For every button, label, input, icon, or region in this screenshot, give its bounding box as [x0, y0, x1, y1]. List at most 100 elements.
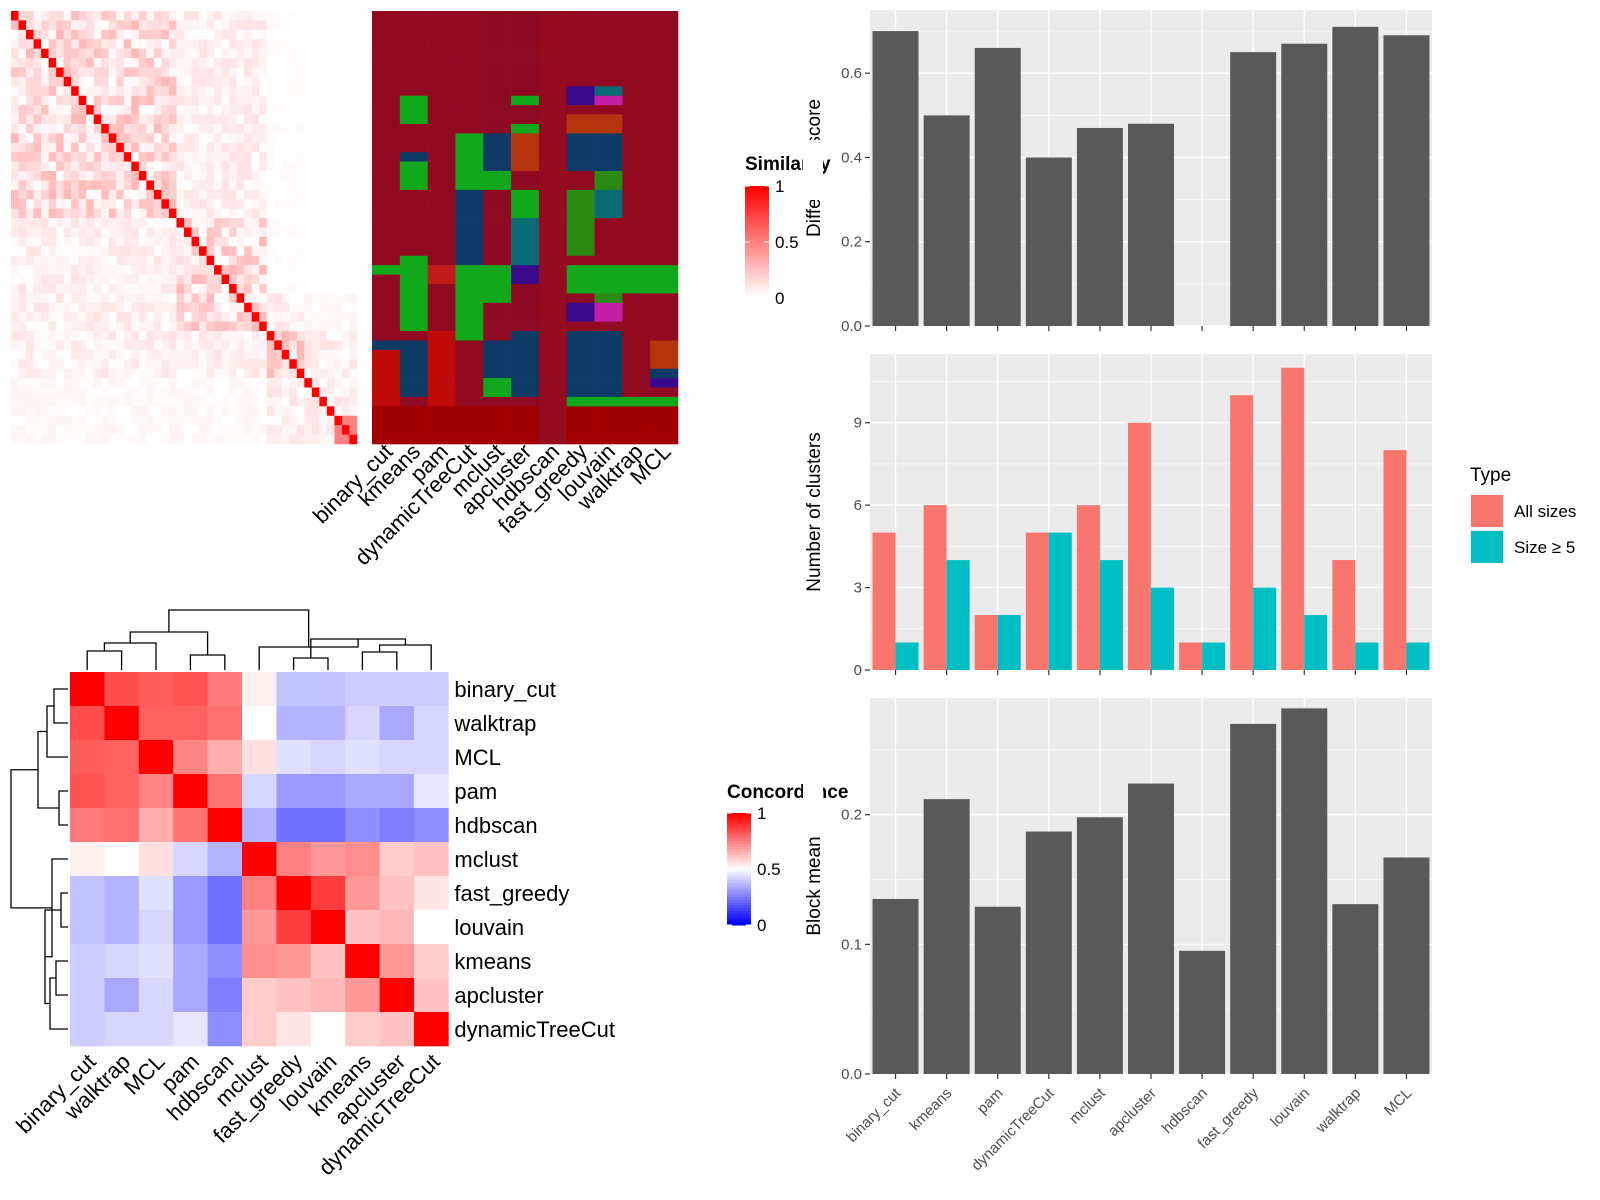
similarity-legend-gradient-step: [745, 253, 769, 257]
similarity-cell: [266, 331, 275, 341]
similarity-cell: [116, 29, 125, 40]
similarity-cell: [236, 255, 245, 266]
similarity-cell: [259, 123, 268, 134]
similarity-cell: [319, 208, 328, 219]
similarity-cell: [296, 415, 305, 426]
concordance-legend-tick-label: 0.5: [757, 860, 781, 879]
similarity-cell: [289, 180, 298, 191]
assignment-cell: [455, 86, 484, 97]
similarity-cell: [168, 105, 177, 115]
assignment-cell: [566, 161, 595, 172]
similarity-cell: [236, 415, 245, 426]
assignment-cell: [622, 105, 651, 115]
assignment-cell: [538, 293, 568, 304]
similarity-cell: [266, 312, 275, 322]
similarity-cell: [341, 340, 350, 351]
assignment-cell: [427, 321, 456, 332]
similarity-cell: [274, 415, 283, 426]
similarity-cell: [221, 227, 230, 238]
similarity-cell: [33, 199, 42, 209]
similarity-cell: [11, 246, 19, 257]
similarity-cell: [116, 48, 125, 59]
assignment-cell: [483, 67, 512, 78]
similarity-cell: [334, 48, 343, 59]
similarity-cell: [184, 368, 192, 379]
similarity-cell: [131, 340, 140, 351]
similarity-cell: [18, 123, 27, 134]
assignment-cell: [650, 39, 679, 49]
similarity-cell: [123, 218, 132, 228]
concordance-cell: [70, 1012, 105, 1047]
similarity-cell: [108, 20, 117, 31]
similarity-cell: [71, 255, 79, 266]
similarity-cell: [311, 105, 320, 115]
similarity-cell: [48, 378, 57, 388]
similarity-cell: [296, 293, 305, 304]
assignment-cell: [455, 171, 484, 181]
similarity-cell: [184, 227, 192, 238]
similarity-cell: [33, 152, 42, 162]
similarity-cell: [116, 76, 125, 87]
similarity-cell: [206, 95, 215, 106]
similarity-cell: [63, 265, 72, 275]
assignment-cell: [566, 11, 595, 21]
similarity-cell: [206, 114, 215, 125]
assignment-cell: [427, 29, 456, 40]
concordance-row-label: mclust: [454, 847, 518, 872]
assignment-cell: [483, 236, 512, 247]
assignment-cell: [483, 123, 512, 134]
similarity-cell: [161, 180, 170, 191]
similarity-cell: [86, 378, 95, 388]
similarity-cell: [251, 67, 260, 78]
similarity-cell: [168, 274, 177, 285]
similarity-cell: [101, 331, 110, 341]
similarity-cell: [26, 387, 34, 398]
similarity-cell: [236, 39, 245, 49]
concordance-cell: [276, 740, 312, 775]
similarity-cell: [71, 48, 79, 59]
similarity-cell: [48, 11, 57, 21]
assignment-cell: [538, 321, 568, 332]
similarity-cell: [334, 425, 343, 435]
similarity-cell: [131, 171, 140, 181]
similarity-cell: [206, 321, 215, 332]
assignment-cell: [650, 161, 679, 172]
similarity-cell: [146, 312, 155, 322]
similarity-cell: [326, 293, 335, 304]
similarity-cell: [274, 199, 283, 209]
similarity-cell: [26, 293, 34, 304]
similarity-cell: [176, 368, 185, 379]
assignment-cell: [427, 161, 456, 172]
similarity-cell: [41, 11, 49, 21]
similarity-cell: [176, 161, 185, 172]
similarity-cell: [221, 86, 230, 97]
assignment-cell: [455, 236, 484, 247]
assignment-cell: [483, 48, 512, 59]
similarity-cell: [221, 236, 230, 247]
similarity-cell: [108, 359, 117, 369]
similarity-cell: [191, 11, 200, 21]
similarity-cell: [11, 180, 19, 191]
similarity-cell: [153, 133, 162, 144]
similarity-cell: [251, 406, 260, 417]
assignment-cell: [455, 218, 484, 228]
similarity-cell: [146, 227, 155, 238]
similarity-cell: [281, 76, 290, 87]
similarity-cell: [341, 368, 350, 379]
similarity-cell: [184, 246, 192, 257]
similarity-cell: [161, 246, 170, 257]
similarity-cell: [229, 29, 237, 40]
similarity-cell: [153, 171, 162, 181]
bar: [1383, 35, 1430, 326]
similarity-cell: [191, 331, 200, 341]
similarity-cell: [251, 152, 260, 162]
similarity-cell: [184, 396, 192, 407]
similarity-cell: [296, 123, 305, 134]
similarity-legend-gradient-step: [745, 236, 769, 240]
assignment-cell: [455, 387, 484, 398]
similarity-cell: [326, 58, 335, 68]
similarity-cell: [18, 425, 27, 435]
similarity-cell: [71, 114, 79, 125]
similarity-cell: [101, 340, 110, 351]
assignment-cell: [372, 312, 401, 322]
